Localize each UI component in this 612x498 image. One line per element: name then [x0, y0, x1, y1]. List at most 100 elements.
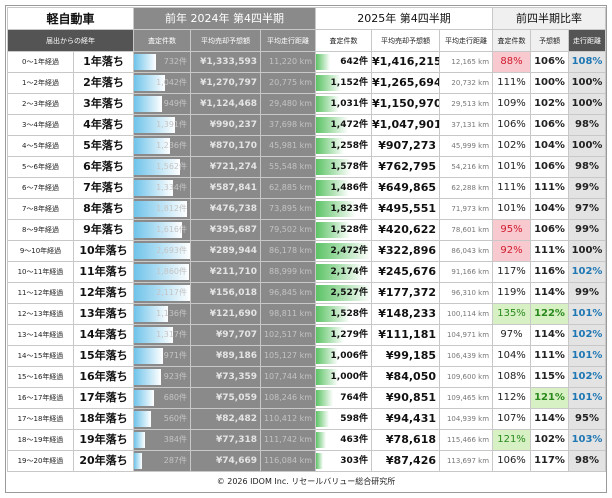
prev-price: ¥870,170 — [190, 135, 262, 157]
prev-count: 732件 — [133, 51, 192, 73]
ratio-count: 117% — [492, 261, 532, 283]
prev-price: ¥1,124,468 — [190, 93, 262, 115]
ratio-count: 101% — [492, 198, 532, 220]
prev-count-label: 287件 — [163, 456, 188, 465]
prev-km: 107,744 km — [260, 366, 317, 388]
cur-count-bar — [316, 285, 371, 301]
cur-count: 1,000件 — [315, 366, 373, 388]
cur-count-bar — [316, 117, 349, 133]
prev-count: 1,860件 — [133, 261, 192, 283]
cur-count-bar — [316, 243, 371, 259]
cur-price: ¥1,150,970 — [371, 93, 441, 115]
ratio-price: 122% — [530, 303, 570, 325]
prev-count-bar — [134, 180, 174, 196]
cur-km: 100,114 km — [439, 303, 494, 325]
cur-count-header: 査定件数 — [315, 29, 373, 52]
cur-km: 109,465 km — [439, 387, 494, 409]
resale-value-table: 軽自動車 前年 2024年 第4四半期 2025年 第4四半期 前四半期比率 届… — [6, 7, 607, 472]
prev-km: 88,999 km — [260, 261, 317, 283]
elapsed-range: 16～17年経過 — [7, 387, 74, 409]
cur-count: 463件 — [315, 429, 373, 451]
cur-count: 1,486件 — [315, 177, 373, 199]
year-label: 5年落ち — [72, 135, 135, 157]
prev-km: 29,480 km — [260, 93, 317, 115]
ratio-km: 103% — [568, 429, 607, 451]
ratio-price: 114% — [530, 324, 570, 346]
prev-count-bar — [134, 432, 146, 448]
cur-km: 62,288 km — [439, 177, 494, 199]
year-label: 15年落ち — [72, 345, 135, 367]
prev-count-label: 1,562件 — [156, 162, 188, 171]
prev-count-bar — [134, 54, 156, 70]
ratio-price: 104% — [530, 198, 570, 220]
ratio-count: 88% — [492, 51, 532, 73]
prev-km-header: 平均走行距離 — [260, 29, 317, 52]
prev-count-label: 1,236件 — [156, 141, 188, 150]
elapsed-range: 8～9年経過 — [7, 219, 74, 241]
cur-count-bar — [316, 348, 339, 364]
prev-price: ¥77,318 — [190, 429, 262, 451]
elapsed-range: 19～20年経過 — [7, 450, 74, 472]
ratio-price: 106% — [530, 156, 570, 178]
cur-price: ¥84,050 — [371, 366, 441, 388]
prev-count: 1,562件 — [133, 156, 192, 178]
cur-count-label: 1,578件 — [330, 162, 369, 172]
ratio-count: 112% — [492, 387, 532, 409]
ratio-count: 106% — [492, 450, 532, 472]
table-row: 6～7年経過 7年落ち 1,334件 ¥587,841 62,885 km 1,486件 ¥… — [7, 177, 607, 199]
table-row: 1～2年経過 2年落ち 1,042件 ¥1,270,797 20,775 km 1,152… — [7, 72, 607, 94]
prev-km: 116,084 km — [260, 450, 317, 472]
ratio-count: 106% — [492, 114, 532, 136]
cur-km: 71,973 km — [439, 198, 494, 220]
year-label: 4年落ち — [72, 114, 135, 136]
cur-period-header: 2025年 第4四半期 — [315, 7, 494, 30]
ratio-count: 102% — [492, 135, 532, 157]
prev-price: ¥990,237 — [190, 114, 262, 136]
cur-price: ¥322,896 — [371, 240, 441, 262]
year-label: 10年落ち — [72, 240, 135, 262]
year-label: 8年落ち — [72, 198, 135, 220]
cur-count-bar — [316, 138, 344, 154]
elapsed-range: 17～18年経過 — [7, 408, 74, 430]
prev-count-label: 1,136件 — [156, 309, 188, 318]
cur-count-label: 463件 — [340, 435, 369, 445]
cur-count-label: 1,279件 — [330, 330, 369, 340]
elapsed-range: 10～11年経過 — [7, 261, 74, 283]
cur-km: 109,600 km — [439, 366, 494, 388]
prev-count: 1,391件 — [133, 114, 192, 136]
prev-count-label: 1,391件 — [156, 120, 188, 129]
prev-km: 79,502 km — [260, 219, 317, 241]
ratio-price: 114% — [530, 282, 570, 304]
prev-count: 971件 — [133, 345, 192, 367]
year-label: 18年落ち — [72, 408, 135, 430]
ratio-price: 111% — [530, 240, 570, 262]
cur-km: 106,439 km — [439, 345, 494, 367]
ratio-km: 102% — [568, 366, 607, 388]
elapsed-header: 届出からの経年 — [6, 29, 135, 52]
ratio-price-header: 予想額 — [530, 29, 570, 52]
ratio-price: 114% — [530, 408, 570, 430]
prev-count: 287件 — [133, 450, 192, 472]
cur-count-bar — [316, 390, 333, 406]
cur-count-bar — [316, 54, 331, 70]
cur-count: 1,823件 — [315, 198, 373, 220]
prev-price: ¥721,274 — [190, 156, 262, 178]
cur-count-label: 1,528件 — [330, 309, 369, 319]
ratio-count: 135% — [492, 303, 532, 325]
cur-count: 1,279件 — [315, 324, 373, 346]
elapsed-range: 12～13年経過 — [7, 303, 74, 325]
prev-price-header: 平均売却予想額 — [190, 29, 262, 52]
ratio-count: 107% — [492, 408, 532, 430]
prev-km: 55,548 km — [260, 156, 317, 178]
cur-count-bar — [316, 327, 345, 343]
prev-count: 949件 — [133, 93, 192, 115]
ratio-price: 102% — [530, 93, 570, 115]
ratio-km: 98% — [568, 114, 607, 136]
ratio-km: 108% — [568, 51, 607, 73]
cur-km: 104,939 km — [439, 408, 494, 430]
prev-count: 1,042件 — [133, 72, 192, 94]
ratio-km: 99% — [568, 219, 607, 241]
cur-count-bar — [316, 432, 327, 448]
cur-km: 20,732 km — [439, 72, 494, 94]
cur-price: ¥495,551 — [371, 198, 441, 220]
